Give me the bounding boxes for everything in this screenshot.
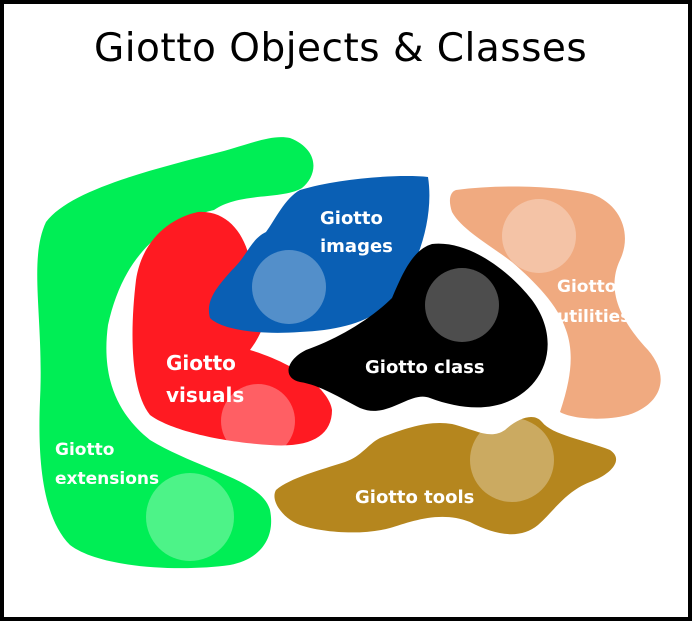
tools-region — [274, 416, 617, 535]
extensions-region — [37, 137, 314, 569]
images-highlight — [252, 250, 326, 324]
extensions-label-line1: Giotto — [55, 440, 114, 460]
utilities-label-line2: utilities — [557, 307, 630, 327]
utilities-label-line1: Giotto — [557, 277, 616, 297]
images-label-line1: Giotto — [320, 208, 383, 229]
extensions-label-line2: extensions — [55, 469, 159, 489]
class-region — [288, 243, 548, 411]
visuals-region — [132, 211, 332, 446]
class-highlight — [425, 268, 499, 342]
utilities-highlight — [502, 199, 576, 273]
page-title: Giotto Objects & Classes — [94, 26, 588, 71]
utilities-region — [449, 186, 661, 419]
extensions-highlight — [146, 473, 234, 561]
visuals-label-line1: Giotto — [166, 351, 236, 375]
visuals-highlight — [221, 384, 295, 458]
tools-highlight — [470, 418, 554, 502]
class-label: Giotto class — [365, 357, 485, 378]
images-label-line2: images — [320, 236, 393, 257]
images-region — [208, 176, 430, 333]
visuals-label-line2: visuals — [166, 383, 244, 407]
tools-label: Giotto tools — [355, 487, 474, 508]
